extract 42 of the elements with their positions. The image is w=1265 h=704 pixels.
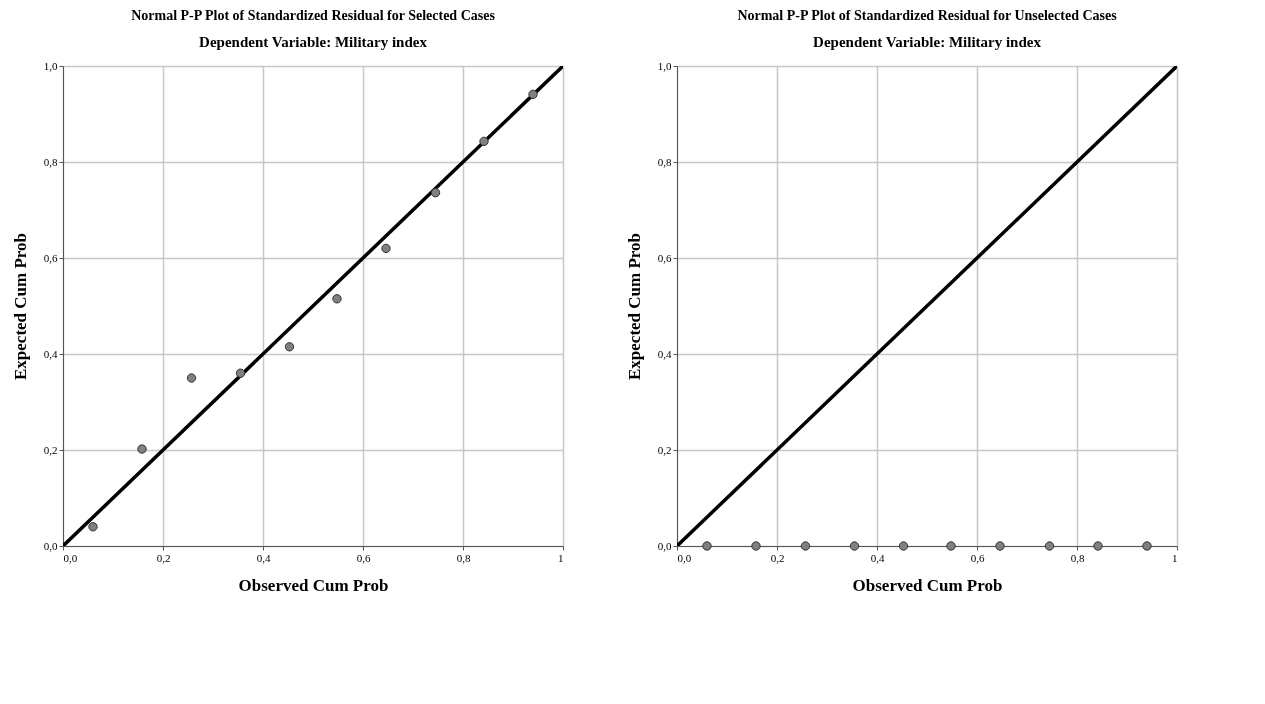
point xyxy=(430,188,441,198)
x-tick-label: 1 xyxy=(558,551,564,564)
chart-subtitle: Dependent Variable: Military index xyxy=(813,34,1042,50)
x-tick-label: 0,4 xyxy=(870,551,885,564)
point xyxy=(381,243,391,254)
point xyxy=(137,444,147,454)
point xyxy=(332,294,342,304)
y-tick-label: 0,6 xyxy=(657,251,672,264)
x-axis-title: Observed Cum Prob xyxy=(238,575,389,595)
point xyxy=(88,522,98,532)
y-tick-label: 0,4 xyxy=(657,347,672,360)
point xyxy=(186,373,197,383)
y-tick-label: 0,6 xyxy=(43,251,58,264)
y-tick-label: 0,8 xyxy=(657,155,672,168)
y-tick-label: 0,8 xyxy=(43,155,58,168)
y-tick-label: 0,0 xyxy=(657,539,672,552)
y-tick-label: 0,2 xyxy=(43,443,58,456)
y-tick-label: 0,2 xyxy=(657,443,672,456)
chart-subtitle: Dependent Variable: Military index xyxy=(199,34,428,50)
x-tick-label: 0,2 xyxy=(770,551,785,564)
y-axis-title: Expected Cum Prob xyxy=(624,232,644,381)
x-tick-label: 0,8 xyxy=(1070,551,1085,564)
x-tick-label: 1 xyxy=(1172,551,1178,564)
y-axis-title: Expected Cum Prob xyxy=(10,232,30,381)
x-tick-label: 0,8 xyxy=(456,551,471,564)
y-tick-label: 0,0 xyxy=(43,539,58,552)
point xyxy=(235,368,246,378)
y-tick-label: 1,0 xyxy=(43,59,58,72)
x-tick-label: 0,2 xyxy=(156,551,171,564)
point xyxy=(528,89,538,99)
x-tick-label: 0,4 xyxy=(256,551,271,564)
point xyxy=(479,136,489,147)
y-tick-label: 0,4 xyxy=(43,347,58,360)
x-tick-label: 0,6 xyxy=(970,551,985,564)
x-tick-label: 0,6 xyxy=(356,551,371,564)
x-tick-label: 0,0 xyxy=(677,551,692,564)
point xyxy=(284,342,295,352)
x-tick-label: 0,0 xyxy=(63,551,78,564)
x-axis-title: Observed Cum Prob xyxy=(852,575,1003,595)
y-tick-label: 1,0 xyxy=(657,59,672,72)
chart-title: Normal P-P Plot of Standardized Residual for Selected Cases xyxy=(131,8,496,23)
chart-title: Normal P-P Plot of Standardized Residual for Unselected Cases xyxy=(737,8,1118,23)
